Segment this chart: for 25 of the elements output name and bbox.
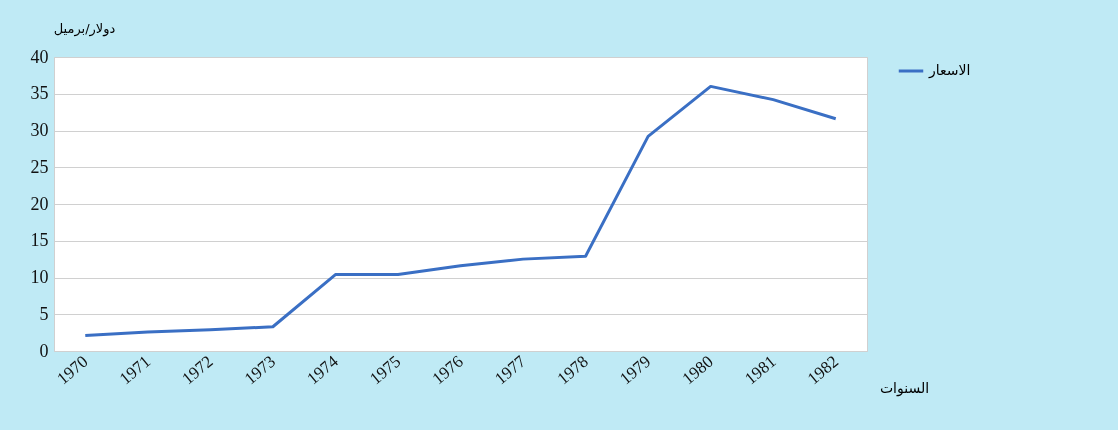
legend-label: الاسعار bbox=[928, 62, 971, 79]
x-tick-label: 1975 bbox=[365, 351, 405, 389]
y-tick-label: 40 bbox=[30, 46, 49, 67]
x-tick-label: 1980 bbox=[678, 351, 717, 389]
x-tick-label: 1978 bbox=[553, 351, 592, 389]
y-tick-label: 25 bbox=[30, 156, 49, 177]
x-tick-label: 1981 bbox=[741, 351, 780, 389]
y-tick-label: 35 bbox=[30, 83, 49, 104]
x-tick-label: 1976 bbox=[428, 351, 467, 389]
y-tick-label: 5 bbox=[39, 303, 49, 324]
y-tick-label: 15 bbox=[30, 230, 49, 251]
y-tick-label: 10 bbox=[30, 267, 49, 287]
x-tick-label: 1982 bbox=[803, 351, 843, 389]
x-tick-label: 1970 bbox=[53, 351, 92, 389]
x-tick-label: 1974 bbox=[303, 351, 343, 389]
x-tick-label: 1979 bbox=[616, 351, 655, 389]
x-axis-title: السنوات bbox=[879, 379, 930, 397]
y-tick-label: 30 bbox=[30, 120, 49, 140]
y-tick-label: 20 bbox=[30, 193, 49, 214]
line-series bbox=[83, 84, 838, 338]
x-tick-label: 1971 bbox=[115, 351, 155, 389]
x-tick-label: 1973 bbox=[240, 351, 280, 389]
y-axis-title: دولار/برميل bbox=[53, 20, 116, 37]
y-tick-label: 0 bbox=[39, 340, 49, 361]
x-tick-label: 1972 bbox=[178, 351, 217, 389]
